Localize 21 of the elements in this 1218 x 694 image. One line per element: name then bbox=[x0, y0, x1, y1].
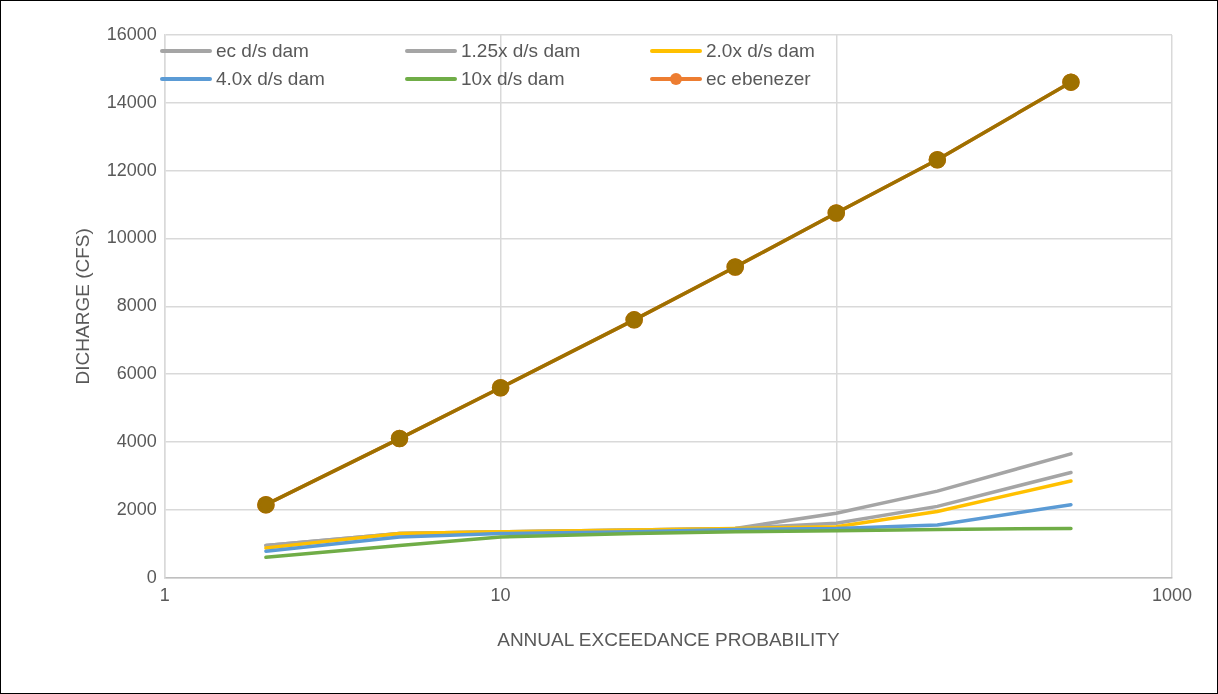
y-tick-label: 2000 bbox=[116, 498, 157, 519]
y-tick-label: 8000 bbox=[116, 295, 157, 316]
x-tick-label: 1 bbox=[159, 585, 170, 606]
x-tick-label: 100 bbox=[821, 585, 852, 606]
y-tick-label: 10000 bbox=[106, 227, 157, 248]
x-axis-title: ANNUAL EXCEEDANCE PROBABILITY bbox=[497, 628, 840, 650]
legend-label: ec d/s dam bbox=[216, 40, 309, 62]
y-tick-label: 4000 bbox=[116, 430, 157, 451]
x-tick-label: 10 bbox=[490, 585, 511, 606]
y-tick-label: 14000 bbox=[106, 91, 157, 112]
y-tick-label: 6000 bbox=[116, 363, 157, 384]
legend-label: ec ebenezer bbox=[706, 68, 811, 90]
y-tick-label: 0 bbox=[146, 566, 157, 587]
y-axis-title: DICHARGE (CFS) bbox=[71, 228, 93, 385]
x-tick-label: 1000 bbox=[1151, 585, 1193, 606]
y-tick-label: 16000 bbox=[106, 23, 157, 44]
legend-label: 1.25x d/s dam bbox=[461, 40, 581, 62]
legend-label: 4.0x d/s dam bbox=[216, 68, 325, 90]
y-tick-label: 12000 bbox=[106, 159, 157, 180]
legend-label: 2.0x d/s dam bbox=[706, 40, 815, 62]
legend-label: 10x d/s dam bbox=[461, 68, 565, 90]
